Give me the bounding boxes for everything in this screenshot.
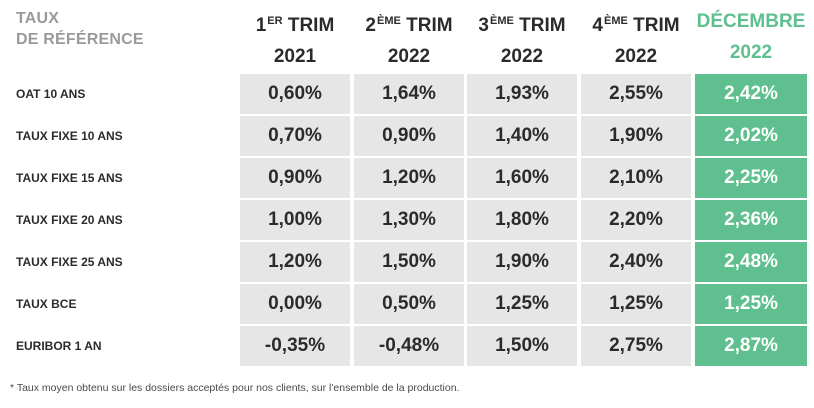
rate-cell: 2,36% — [695, 200, 807, 240]
column-header-ordinal: 4 — [592, 15, 603, 36]
rate-cell: 2,20% — [581, 200, 691, 240]
rate-cell: 1,90% — [467, 242, 577, 282]
rate-cell: 0,90% — [240, 158, 350, 198]
rate-cell: -0,35% — [240, 326, 350, 366]
column-header-period: 1ER TRIM — [240, 6, 350, 41]
rate-cell: 1,30% — [354, 200, 464, 240]
row-label: TAUX FIXE 15 ANS — [16, 171, 123, 185]
rate-cell: 2,02% — [695, 116, 807, 156]
rate-cell: 1,25% — [467, 284, 577, 324]
rate-cell: 2,87% — [695, 326, 807, 366]
column-header-5: DÉCEMBRE 2022 — [695, 6, 807, 68]
column-header-4: 4ÈME TRIM 2022 — [581, 6, 691, 72]
footnote: * Taux moyen obtenu sur les dossiers acc… — [10, 382, 460, 394]
column-header-ordinal-suffix: ÈME — [604, 15, 628, 27]
rate-cell: 1,50% — [354, 242, 464, 282]
rate-cell: 1,25% — [695, 284, 807, 324]
rate-cell: -0,48% — [354, 326, 464, 366]
rate-cell: 0,60% — [240, 74, 350, 114]
row-label: TAUX BCE — [16, 297, 77, 311]
column-header-word: TRIM — [406, 15, 453, 36]
column-header-period: 4ÈME TRIM — [581, 6, 691, 41]
column-header-1: 1ER TRIM 2021 — [240, 6, 350, 72]
rate-cell: 1,40% — [467, 116, 577, 156]
rate-cell: 1,20% — [354, 158, 464, 198]
row-label: TAUX FIXE 25 ANS — [16, 255, 123, 269]
rate-cell: 1,50% — [467, 326, 577, 366]
column-header-period: DÉCEMBRE — [695, 6, 807, 37]
column-header-year: 2021 — [273, 46, 317, 67]
rate-cell: 2,75% — [581, 326, 691, 366]
rate-cell: 0,00% — [240, 284, 350, 324]
reference-rate-header: TAUX DE RÉFÉRENCE — [16, 8, 144, 50]
column-header-ordinal-suffix: ER — [267, 15, 283, 27]
rate-cell: 0,90% — [354, 116, 464, 156]
column-header-3: 3ÈME TRIM 2022 — [467, 6, 577, 72]
column-header-2: 2ÈME TRIM 2022 — [354, 6, 464, 72]
column-header-period: 2ÈME TRIM — [354, 6, 464, 41]
rate-cell: 1,80% — [467, 200, 577, 240]
column-header-period: 3ÈME TRIM — [467, 6, 577, 41]
reference-rate-header-line1: TAUX — [16, 10, 60, 27]
rate-cell: 2,10% — [581, 158, 691, 198]
rate-cell: 0,50% — [354, 284, 464, 324]
rate-cell: 1,64% — [354, 74, 464, 114]
column-header-word: TRIM — [519, 15, 566, 36]
column-header-word: TRIM — [633, 15, 680, 36]
rate-cell: 2,48% — [695, 242, 807, 282]
rate-cell: 1,90% — [581, 116, 691, 156]
rate-cell: 2,40% — [581, 242, 691, 282]
rate-cell: 0,70% — [240, 116, 350, 156]
row-label: EURIBOR 1 AN — [16, 339, 102, 353]
column-header-ordinal-suffix: ÈME — [377, 15, 401, 27]
row-label: OAT 10 ANS — [16, 87, 86, 101]
rate-cell: 1,25% — [581, 284, 691, 324]
column-header-ordinal-suffix: ÈME — [490, 15, 514, 27]
rate-cell: 1,93% — [467, 74, 577, 114]
column-header-year: 2022 — [614, 46, 658, 67]
rate-cell: 2,25% — [695, 158, 807, 198]
reference-rate-header-line2: DE RÉFÉRENCE — [16, 31, 144, 48]
column-header-ordinal: 1 — [255, 15, 267, 36]
column-header-year: 2022 — [500, 46, 544, 67]
column-header-ordinal: 2 — [365, 15, 376, 36]
column-header-year: 2022 — [387, 46, 431, 67]
rate-cell: 2,42% — [695, 74, 807, 114]
column-header-word: DÉCEMBRE — [696, 11, 806, 32]
row-label: TAUX FIXE 10 ANS — [16, 129, 123, 143]
rate-cell: 1,00% — [240, 200, 350, 240]
rate-cell: 1,60% — [467, 158, 577, 198]
column-header-ordinal: 3 — [478, 15, 489, 36]
column-header-word: TRIM — [287, 15, 335, 36]
column-header-year: 2022 — [729, 42, 773, 63]
row-label: TAUX FIXE 20 ANS — [16, 213, 123, 227]
rate-cell: 1,20% — [240, 242, 350, 282]
rate-cell: 2,55% — [581, 74, 691, 114]
